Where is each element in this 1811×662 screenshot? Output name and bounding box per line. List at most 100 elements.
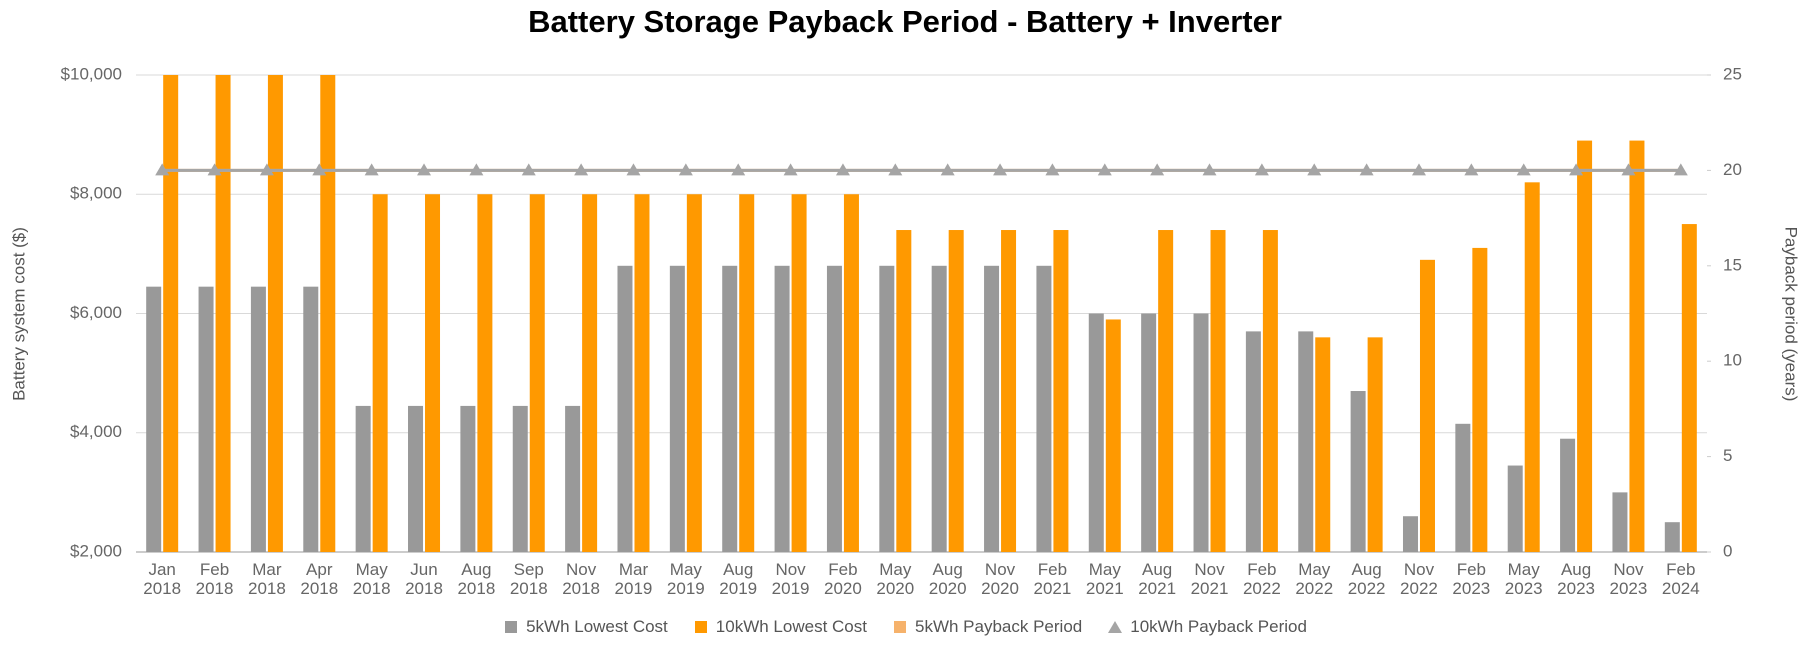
- bar: [1560, 438, 1576, 552]
- x-tick-label: May 2022: [1295, 560, 1334, 598]
- legend-label: 5kWh Lowest Cost: [526, 617, 668, 636]
- x-tick-label: Feb 2020: [824, 560, 862, 598]
- bar: [984, 265, 1000, 552]
- x-tick-label: Mar 2018: [247, 560, 286, 598]
- x-tick-label: Nov 2022: [1400, 560, 1438, 598]
- legend-marker: [1108, 621, 1123, 633]
- x-tick-label: Nov 2021: [1190, 560, 1229, 598]
- bar: [320, 75, 336, 552]
- x-tick-label: Jan 2018: [143, 560, 182, 598]
- bar: [1367, 337, 1383, 552]
- x-tick-label: Apr 2018: [300, 560, 339, 598]
- marker: [1673, 163, 1688, 176]
- y2-tick-label: 20: [1723, 160, 1742, 179]
- marker: [993, 163, 1008, 176]
- marker: [521, 163, 536, 176]
- bar: [163, 75, 179, 552]
- x-tick-label: Nov 2018: [562, 560, 601, 598]
- bar: [1664, 522, 1680, 552]
- bar: [512, 405, 528, 552]
- bar: [215, 75, 231, 552]
- bar: [1455, 423, 1471, 552]
- y-axis-title: Battery system cost ($): [9, 227, 28, 401]
- bar: [1141, 313, 1157, 552]
- marker: [1569, 163, 1584, 176]
- bar: [267, 75, 283, 552]
- x-tick-label: Aug 2019: [719, 560, 758, 598]
- marker: [417, 163, 432, 176]
- bar: [408, 405, 424, 552]
- legend-swatch: [893, 621, 906, 633]
- marker: [364, 163, 379, 176]
- bar: [1158, 230, 1174, 552]
- bar: [1315, 337, 1331, 552]
- x-tick-label: Feb 2022: [1242, 560, 1281, 598]
- bar: [1507, 465, 1523, 552]
- x-tick-label: Aug 2020: [928, 560, 967, 598]
- marker: [155, 163, 170, 176]
- bar: [1402, 516, 1418, 552]
- x-tick-label: Feb 2018: [195, 560, 234, 598]
- bar: [372, 194, 388, 552]
- bar: [477, 194, 493, 552]
- bar: [1001, 230, 1017, 552]
- y-tick-label: $10,000: [61, 64, 122, 83]
- x-tick-label: May 2019: [666, 560, 705, 598]
- bar: [931, 265, 947, 552]
- bar: [146, 286, 162, 552]
- bar: [355, 405, 371, 552]
- x-tick-label: Mar 2019: [614, 560, 653, 598]
- bar: [686, 194, 702, 552]
- marker: [469, 163, 484, 176]
- bar: [617, 265, 633, 552]
- y2-axis-title: Payback period (years): [1782, 227, 1801, 402]
- bar: [1262, 230, 1278, 552]
- marker: [1254, 163, 1269, 176]
- legend-item: 10kWh Payback Period: [1108, 617, 1307, 637]
- marker: [1150, 163, 1165, 176]
- bar: [1036, 265, 1052, 552]
- marker: [207, 163, 222, 176]
- bar: [669, 265, 685, 552]
- bar: [774, 265, 790, 552]
- x-tick-label: Aug 2022: [1347, 560, 1386, 598]
- legend-label: 10kWh Payback Period: [1130, 617, 1307, 636]
- marker: [678, 163, 693, 176]
- marker: [1202, 163, 1217, 176]
- x-tick-label: Feb 2024: [1661, 560, 1700, 598]
- bar: [1210, 230, 1226, 552]
- marker: [1045, 163, 1060, 176]
- bar: [1105, 319, 1121, 552]
- marker: [574, 163, 589, 176]
- x-tick-label: May 2018: [352, 560, 391, 598]
- legend-swatch: [694, 621, 707, 633]
- bar: [1577, 140, 1593, 552]
- x-tick-label: Nov 2020: [981, 560, 1019, 598]
- legend-swatch: [505, 621, 518, 633]
- legend-label: 5kWh Payback Period: [914, 617, 1083, 636]
- bar: [1681, 224, 1697, 552]
- bar: [791, 194, 807, 552]
- bar: [1350, 391, 1366, 552]
- legend-swatch: [1108, 621, 1123, 633]
- x-tick-label: Aug 2023: [1557, 560, 1595, 598]
- bar: [250, 286, 266, 552]
- bar: [1298, 331, 1314, 552]
- bar: [460, 405, 476, 552]
- legend-item: 5kWh Payback Period: [893, 617, 1082, 637]
- legend-item: 10kWh Lowest Cost: [694, 617, 867, 637]
- bar: [739, 194, 755, 552]
- marker: [731, 163, 746, 176]
- bar: [565, 405, 581, 552]
- chart-title: Battery Storage Payback Period - Battery…: [528, 4, 1282, 39]
- legend-marker: [505, 621, 518, 633]
- legend-label: 10kWh Lowest Cost: [715, 617, 867, 636]
- x-tick-label: Feb 2021: [1033, 560, 1072, 598]
- bar: [1472, 247, 1488, 552]
- bar: [425, 194, 441, 552]
- bar: [582, 194, 598, 552]
- marker: [626, 163, 641, 176]
- bar: [634, 194, 650, 552]
